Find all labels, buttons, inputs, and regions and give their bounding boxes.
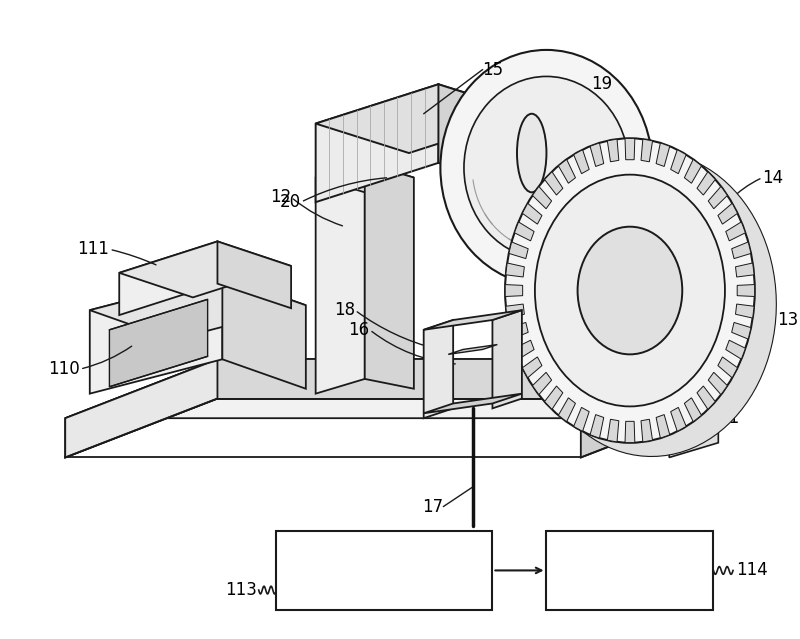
Polygon shape xyxy=(505,284,522,296)
Polygon shape xyxy=(545,386,563,410)
Polygon shape xyxy=(493,310,522,408)
Polygon shape xyxy=(735,263,754,277)
Polygon shape xyxy=(697,386,715,410)
Polygon shape xyxy=(545,172,563,195)
Ellipse shape xyxy=(517,114,546,192)
Polygon shape xyxy=(424,394,522,413)
Polygon shape xyxy=(726,340,746,359)
Polygon shape xyxy=(641,419,653,442)
Text: 18: 18 xyxy=(334,301,355,319)
Text: 110: 110 xyxy=(48,360,80,378)
Ellipse shape xyxy=(578,227,682,355)
Polygon shape xyxy=(522,357,542,378)
Bar xyxy=(276,531,493,610)
Polygon shape xyxy=(506,304,524,318)
Text: 14: 14 xyxy=(762,169,784,187)
Polygon shape xyxy=(316,84,438,202)
Polygon shape xyxy=(670,413,718,458)
Polygon shape xyxy=(558,398,575,422)
Polygon shape xyxy=(514,222,534,241)
Polygon shape xyxy=(316,163,414,192)
Polygon shape xyxy=(625,139,635,160)
Polygon shape xyxy=(590,143,604,167)
Polygon shape xyxy=(590,415,604,438)
Polygon shape xyxy=(316,163,365,394)
Polygon shape xyxy=(509,323,528,339)
Text: 20: 20 xyxy=(280,193,301,211)
Polygon shape xyxy=(365,163,414,389)
Polygon shape xyxy=(735,304,754,318)
Polygon shape xyxy=(66,359,218,458)
Text: 16: 16 xyxy=(349,321,370,339)
Text: 111: 111 xyxy=(78,240,110,258)
Polygon shape xyxy=(708,373,727,395)
Polygon shape xyxy=(732,242,751,259)
Polygon shape xyxy=(670,408,686,431)
Polygon shape xyxy=(697,172,715,195)
Text: 13: 13 xyxy=(778,311,798,329)
Polygon shape xyxy=(119,242,291,297)
Polygon shape xyxy=(726,222,746,241)
Ellipse shape xyxy=(440,50,653,286)
Polygon shape xyxy=(316,84,532,153)
Polygon shape xyxy=(506,263,524,277)
Polygon shape xyxy=(558,159,575,183)
Polygon shape xyxy=(438,84,532,192)
Polygon shape xyxy=(607,139,619,162)
Text: 15: 15 xyxy=(482,61,504,79)
Polygon shape xyxy=(526,152,776,456)
Text: 19: 19 xyxy=(590,75,612,93)
Ellipse shape xyxy=(464,77,629,259)
Polygon shape xyxy=(732,323,751,339)
Polygon shape xyxy=(119,242,218,315)
Polygon shape xyxy=(110,299,208,387)
Polygon shape xyxy=(90,276,306,340)
Polygon shape xyxy=(708,187,727,209)
Polygon shape xyxy=(66,359,218,458)
Polygon shape xyxy=(718,357,738,378)
Text: 11: 11 xyxy=(718,409,739,427)
Polygon shape xyxy=(737,284,754,296)
Polygon shape xyxy=(533,187,552,209)
Polygon shape xyxy=(641,139,653,162)
Polygon shape xyxy=(509,242,528,259)
Polygon shape xyxy=(718,203,738,224)
Ellipse shape xyxy=(535,174,725,406)
Polygon shape xyxy=(514,340,534,359)
Polygon shape xyxy=(424,320,453,418)
Polygon shape xyxy=(66,359,733,418)
Polygon shape xyxy=(533,373,552,395)
Polygon shape xyxy=(90,276,222,394)
Polygon shape xyxy=(656,415,670,438)
Polygon shape xyxy=(684,398,702,422)
Polygon shape xyxy=(448,344,498,355)
Polygon shape xyxy=(222,276,306,389)
Polygon shape xyxy=(607,419,619,442)
Polygon shape xyxy=(684,159,702,183)
Polygon shape xyxy=(218,242,291,308)
Text: 114: 114 xyxy=(736,562,768,580)
Polygon shape xyxy=(218,359,733,399)
Bar xyxy=(546,531,714,610)
Polygon shape xyxy=(574,150,590,174)
Text: 12: 12 xyxy=(270,189,291,206)
Polygon shape xyxy=(625,421,635,443)
Polygon shape xyxy=(581,359,733,458)
Ellipse shape xyxy=(505,138,754,443)
Text: 17: 17 xyxy=(422,498,443,516)
Polygon shape xyxy=(424,310,522,330)
Polygon shape xyxy=(574,408,590,431)
Text: 113: 113 xyxy=(225,581,257,599)
Polygon shape xyxy=(670,150,686,174)
Polygon shape xyxy=(522,203,542,224)
Polygon shape xyxy=(656,143,670,167)
